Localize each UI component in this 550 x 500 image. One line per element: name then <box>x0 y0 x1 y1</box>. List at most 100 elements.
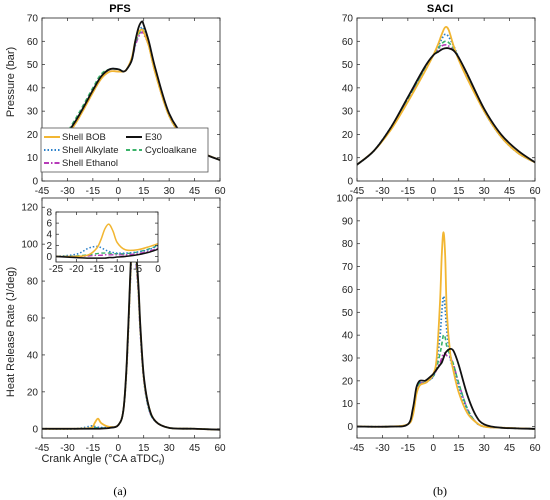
pfs-pressure-ytick-label: 10 <box>27 153 39 164</box>
legend-label-cycloalkane: Cycloalkane <box>145 145 197 156</box>
saci-hrr-ytick-label: 100 <box>336 194 353 205</box>
saci-hrr-xtick-label: 60 <box>529 443 541 454</box>
saci-pressure-plot-bg <box>357 18 535 181</box>
pfs-pressure-ytick-label: 30 <box>27 107 39 118</box>
pfs-pressure-xtick-label: 15 <box>138 186 150 197</box>
pfs-pressure-frame <box>41 17 221 182</box>
pfs-hrr-inset-xtick-label: -10 <box>110 264 125 275</box>
pfs-pressure-ytick-label: 40 <box>27 83 39 94</box>
saci-hrr-xtick-label: 45 <box>504 443 516 454</box>
crank-angle-xlabel-close: ) <box>161 453 165 465</box>
pfs-hrr-inset-ytick-label: 4 <box>46 230 52 241</box>
pfs-hrr-inset-ytick-label: 8 <box>46 208 52 219</box>
saci-pressure-line-e30 <box>357 47 535 166</box>
pfs-hrr-xtick-label: -30 <box>60 443 75 454</box>
pfs-hrr-inset-frame <box>55 211 159 263</box>
pfs-hrr-ytick-label: 0 <box>32 424 38 435</box>
saci-hrr-xtick-label: 30 <box>479 443 491 454</box>
saci-pressure-xtick-label: 60 <box>529 186 541 197</box>
saci-pressure-xtick-label: -15 <box>401 186 416 197</box>
pfs-hrr-ytick-label: 40 <box>27 350 39 361</box>
pfs-hrr-inset-ytick-label: 6 <box>46 219 52 230</box>
saci-hrr-xtick-label: 15 <box>453 443 465 454</box>
saci-pressure-xtick-label: -30 <box>375 186 390 197</box>
saci-pressure-ytick-label: 60 <box>342 37 354 48</box>
saci-pressure-ytick-label: 30 <box>342 107 354 118</box>
pfs-hrr-inset-line-shell-bob <box>56 223 158 258</box>
pfs-hrr-inset-line-e30 <box>56 248 158 259</box>
saci-hrr-series-group <box>357 231 535 430</box>
saci-pressure-ytick-label: 70 <box>342 14 354 25</box>
pfs-hrr-inset-xtick-label: -20 <box>69 264 84 275</box>
crank-angle-xlabel-sub: f <box>159 460 161 467</box>
pfs-hrr-xtick-label: -15 <box>86 443 101 454</box>
saci-hrr-ytick-label: 0 <box>347 422 353 433</box>
pfs-pressure-xtick-label: 30 <box>164 186 176 197</box>
pfs-pressure-line-e30 <box>42 20 220 161</box>
pfs-hrr-ytick-label: 100 <box>21 240 38 251</box>
pfs-pressure-ytick-label: 50 <box>27 60 39 71</box>
saci-hrr-ytick-label: 20 <box>342 376 354 387</box>
saci-pressure-ytick-label: 40 <box>342 83 354 94</box>
legend-box <box>40 127 209 173</box>
pfs-pressure-xtick-label: -45 <box>35 186 50 197</box>
saci-hrr-line-e30 <box>357 347 535 430</box>
saci-hrr-ytick-label: 30 <box>342 354 354 365</box>
saci-hrr-ytick-label: 50 <box>342 308 354 319</box>
saci-hrr-line-shell-alkylate <box>357 295 535 430</box>
crank-angle-xlabel-main: Crank Angle (°CA aTDC <box>41 453 159 465</box>
saci-title: SACI <box>427 3 453 15</box>
panel-label-b: (b) <box>433 484 447 498</box>
legend-label-shell-bob: Shell BOB <box>62 132 106 143</box>
saci-pressure-ytick-label: 20 <box>342 130 354 141</box>
pfs-hrr-ytick-label: 60 <box>27 314 39 325</box>
pfs-pressure-ytick-label: 0 <box>32 177 38 188</box>
pfs-hrr-xtick-label: 0 <box>116 443 122 454</box>
pfs-hrr-inset-ytick-label: 2 <box>46 241 52 252</box>
pfs-pressure-ytick-label: 20 <box>27 130 39 141</box>
pfs-hrr-xtick-label: 15 <box>138 443 150 454</box>
pressure-ylabel: Pressure (bar) <box>5 47 17 117</box>
legend-label-shell-alkylate: Shell Alkylate <box>62 145 119 156</box>
pfs-hrr-xtick-label: -45 <box>35 443 50 454</box>
saci-pressure-xtick-label: -45 <box>350 186 365 197</box>
legend-label-shell-ethanol: Shell Ethanol <box>62 158 118 169</box>
pfs-hrr-xtick-label: 60 <box>214 443 226 454</box>
pfs-title: PFS <box>109 3 130 15</box>
pfs-hrr-inset-ytick-label: 0 <box>46 252 52 263</box>
pfs-pressure-ytick-label: 60 <box>27 37 39 48</box>
saci-pressure-xtick-label: 30 <box>479 186 491 197</box>
pfs-pressure-xtick-label: -30 <box>60 186 75 197</box>
saci-hrr-ytick-label: 70 <box>342 262 354 273</box>
pfs-hrr-inset-xtick-label: -25 <box>49 264 64 275</box>
pfs-hrr-inset-series-group <box>56 223 158 259</box>
pfs-pressure-xtick-label: -15 <box>86 186 101 197</box>
legend-label-e30: E30 <box>145 132 162 143</box>
saci-pressure-line-shell-bob <box>357 25 535 166</box>
pfs-pressure-xtick-label: 45 <box>189 186 201 197</box>
pfs-hrr-inset-line-shell-alkylate <box>56 244 158 258</box>
legend: Shell BOB E30 Shell Alkylate Cycloalkane… <box>40 127 209 173</box>
saci-hrr-frame <box>356 197 536 439</box>
pfs-hrr-xtick-label: 45 <box>189 443 201 454</box>
saci-hrr-axes: -45 -30 -15 0 15 30 45 60 0 10 20 30 40 50 60 70 80 90 100 <box>336 194 541 455</box>
saci-pressure-xtick-label: 0 <box>431 186 437 197</box>
saci-hrr-xtick-label: -15 <box>401 443 416 454</box>
saci-pressure-ytick-label: 50 <box>342 60 354 71</box>
crank-angle-xlabel: Crank Angle (°CA aTDCf) <box>41 453 164 467</box>
pfs-hrr-inset-xtick-label: -5 <box>133 264 142 275</box>
panel-label-a: (a) <box>113 484 126 498</box>
saci-hrr-ytick-label: 80 <box>342 239 354 250</box>
saci-pressure-ytick-label: 10 <box>342 153 354 164</box>
saci-pressure-xtick-label: 45 <box>504 186 516 197</box>
saci-pressure-ytick-label: 0 <box>347 177 353 188</box>
pfs-pressure-series-group <box>42 20 220 161</box>
saci-hrr-xtick-label: 0 <box>431 443 437 454</box>
saci-hrr-ytick-label: 10 <box>342 399 354 410</box>
saci-hrr-ytick-label: 60 <box>342 285 354 296</box>
pfs-hrr-ytick-label: 120 <box>21 203 38 214</box>
pfs-hrr-inset-xtick-label: 0 <box>155 264 161 275</box>
pfs-pressure-xtick-label: 60 <box>214 186 226 197</box>
